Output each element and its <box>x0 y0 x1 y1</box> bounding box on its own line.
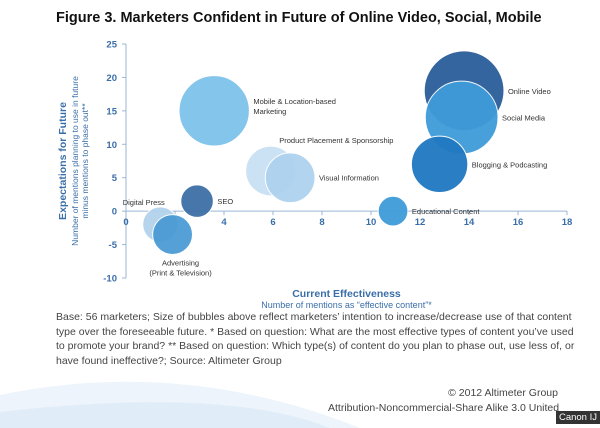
copyright: © 2012 Altimeter Group <box>448 387 558 399</box>
x-axis-title: Current Effectiveness <box>292 288 401 300</box>
bubble-label: Digital Press <box>123 198 165 207</box>
bubble <box>180 184 214 218</box>
y-axis-subtitle: Number of mentions planning to use in fu… <box>70 76 80 246</box>
bubble-label: Educational Content <box>412 207 480 216</box>
x-tick-label: 10 <box>366 217 377 228</box>
y-axis-subtitle: minus mentions to phase out** <box>80 103 90 219</box>
bubble <box>178 75 250 147</box>
bubble-label: Social Media <box>502 114 546 123</box>
y-tick-label: 25 <box>106 40 117 51</box>
bubble-label: Advertising <box>162 258 199 267</box>
y-tick-label: -10 <box>103 274 117 285</box>
bubble-label: SEO <box>217 197 233 206</box>
x-tick-label: 6 <box>270 217 275 228</box>
y-tick-label: 20 <box>106 73 117 84</box>
y-tick-label: 5 <box>112 173 118 184</box>
x-tick-label: 16 <box>513 217 524 228</box>
y-tick-label: -5 <box>109 240 118 251</box>
x-tick-label: 12 <box>415 217 426 228</box>
x-tick-label: 8 <box>319 217 324 228</box>
figure-title: Figure 3. Marketers Confident in Future … <box>56 10 542 26</box>
x-tick-label: 4 <box>221 217 227 228</box>
bubble <box>377 195 409 227</box>
x-tick-label: 14 <box>464 217 475 228</box>
y-axis-title: Expectations for Future <box>57 102 69 220</box>
bubble-label: Visual Information <box>319 174 379 183</box>
plot-area: -10-50510152025024681012141618Current Ef… <box>57 40 572 311</box>
x-tick-label: 0 <box>123 217 128 228</box>
bubble-label: Blogging & Podcasting <box>472 160 547 169</box>
bubble-label: Online Video <box>508 87 551 96</box>
bubble <box>264 152 316 204</box>
x-tick-label: 18 <box>562 217 573 228</box>
y-tick-label: 10 <box>106 140 117 151</box>
base-note: Base: 56 marketers; Size of bubbles abov… <box>56 311 575 367</box>
x-axis-subtitle: Number of mentions as “effective content… <box>261 300 432 310</box>
bubble <box>410 135 469 194</box>
camera-label: Canon IJ <box>555 411 600 424</box>
license-text: Attribution-Noncommercial-Share Alike 3.… <box>328 402 560 414</box>
bubble-label: Marketing <box>253 107 286 116</box>
y-tick-label: 15 <box>106 106 117 117</box>
y-tick-label: 0 <box>112 207 117 218</box>
bubble-label: Product Placement & Sponsorship <box>279 136 393 145</box>
bubble-label: Mobile & Location-based <box>253 97 336 106</box>
bubble-label: (Print & Television) <box>149 268 212 277</box>
bubble <box>152 214 193 255</box>
bubble-chart: -10-50510152025024681012141618Current Ef… <box>57 40 572 311</box>
